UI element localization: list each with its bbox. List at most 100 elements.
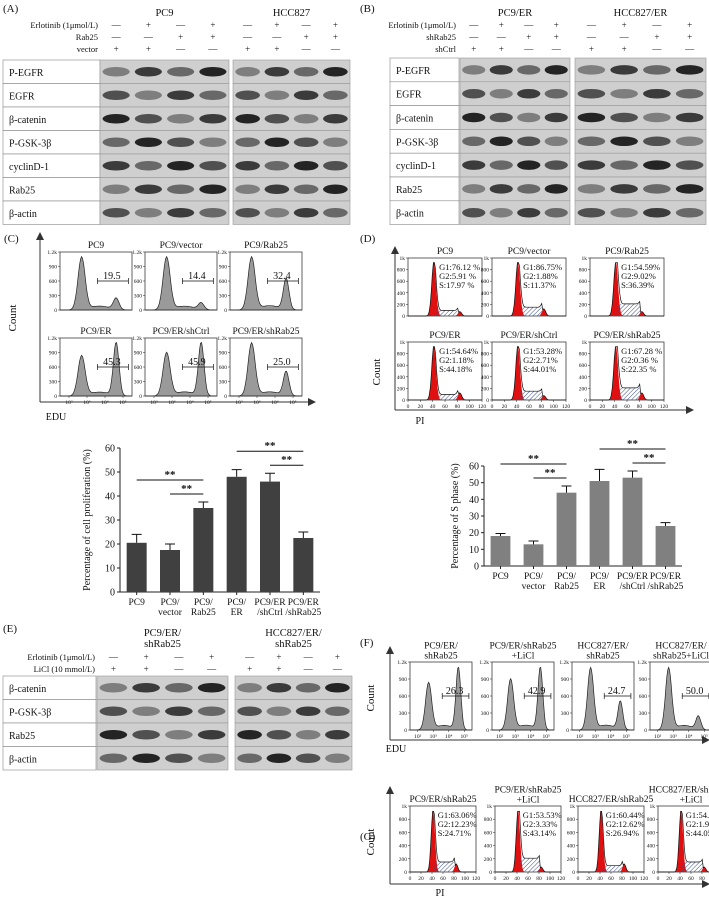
phase-stat: S:36.39% bbox=[621, 280, 654, 290]
y-tick-label: 800 bbox=[397, 352, 406, 358]
blot-band bbox=[264, 184, 290, 194]
x-tick-label: 10² bbox=[150, 400, 158, 406]
y-tick-label: 900 bbox=[481, 677, 490, 683]
error-bar bbox=[528, 540, 539, 545]
blot-band bbox=[325, 753, 350, 763]
y-tick-label: 600 bbox=[397, 279, 406, 285]
blot-band bbox=[264, 67, 290, 77]
y-tick-label: 400 bbox=[647, 844, 656, 850]
blot-band bbox=[643, 207, 671, 218]
blot-band bbox=[199, 137, 227, 147]
row-label: Rab25 bbox=[9, 731, 35, 742]
blot-band bbox=[197, 753, 226, 763]
blot-strip bbox=[574, 200, 707, 225]
blot-band bbox=[167, 208, 195, 218]
x-tick-label: 0 bbox=[491, 404, 494, 410]
y-tick-label: 50 bbox=[469, 478, 479, 489]
y-tick-label: 0 bbox=[572, 870, 575, 876]
x-tick-label: 10⁵ bbox=[119, 400, 127, 406]
treatment-sign: — bbox=[175, 20, 186, 30]
blot-band bbox=[235, 208, 260, 218]
x-tick-label: 10³ bbox=[592, 734, 600, 740]
x-tick-label: PC9/ER bbox=[227, 598, 246, 618]
blot-band bbox=[235, 67, 260, 77]
x-tick-label: PC9/ER/shRab25 bbox=[285, 598, 321, 618]
significance-mark: ** bbox=[281, 454, 293, 466]
treatment-sign: — bbox=[111, 20, 122, 30]
y-tick-label: 1.2k bbox=[47, 250, 57, 256]
x-tick-label: 100 bbox=[629, 876, 638, 882]
blot-band bbox=[675, 160, 704, 170]
y-tick-label: 1.2k bbox=[479, 660, 489, 666]
x-tick-label: 100 bbox=[466, 404, 475, 410]
bar bbox=[589, 481, 610, 566]
blot-band bbox=[577, 88, 606, 99]
gate-value: 45.9 bbox=[188, 357, 206, 368]
gate-value: 19.5 bbox=[103, 271, 121, 282]
significance-mark: ** bbox=[265, 440, 277, 452]
plot-title: HCC827/ER/shRab25 bbox=[577, 642, 629, 662]
row-label: β-catenin bbox=[396, 114, 433, 125]
group-header: PC9 bbox=[155, 8, 173, 19]
blot-band bbox=[102, 67, 130, 77]
phase-stat: G2:12.23% bbox=[438, 819, 477, 829]
y-tick-label: 0 bbox=[402, 398, 405, 404]
blot-band bbox=[577, 136, 606, 147]
phase-stat: G1:53.28% bbox=[523, 346, 562, 356]
blot-band bbox=[199, 90, 227, 100]
x-tick-label: 120 bbox=[640, 876, 649, 882]
y-tick-label: 900 bbox=[561, 677, 570, 683]
phase-stat: G1:63.06% bbox=[438, 810, 477, 820]
blot-band bbox=[643, 112, 671, 123]
x-tick-label: 10⁴ bbox=[445, 734, 453, 740]
x-tick-label: 60 bbox=[442, 404, 448, 410]
x-tick-label: 40 bbox=[597, 876, 603, 882]
plot-title: PC9/vector bbox=[508, 247, 552, 257]
treatment-sign: + bbox=[114, 44, 119, 54]
treatment-sign: + bbox=[333, 32, 338, 42]
axis-label: PI bbox=[436, 888, 445, 899]
x-tick-label: 10² bbox=[496, 734, 504, 740]
panel-label: (A) bbox=[3, 3, 19, 15]
phase-stat: S:44.18% bbox=[439, 364, 472, 374]
phase-stat: S:26.94% bbox=[606, 828, 639, 838]
blot-band bbox=[99, 753, 128, 763]
y-tick-label: 600 bbox=[49, 365, 58, 371]
error-bar bbox=[231, 469, 242, 477]
histogram bbox=[145, 255, 217, 311]
outline bbox=[492, 346, 566, 401]
x-tick-label: 20 bbox=[502, 404, 508, 410]
blot-band bbox=[167, 137, 195, 147]
blot-band bbox=[489, 160, 513, 170]
s-phase bbox=[410, 862, 476, 872]
phase-stat: S:17.97 % bbox=[439, 280, 474, 290]
y-tick-label: 60 bbox=[105, 444, 115, 455]
group-header: PC9/ER bbox=[498, 8, 532, 19]
blot-band bbox=[577, 160, 606, 170]
blot-band bbox=[295, 730, 321, 740]
phase-stat: G2:0.36 % bbox=[621, 355, 658, 365]
y-tick-label: 600 bbox=[219, 365, 228, 371]
x-tick-label: 60 bbox=[624, 404, 630, 410]
y-tick-label: 600 bbox=[219, 279, 228, 285]
blot-band bbox=[489, 184, 513, 194]
gate-value: 14.4 bbox=[188, 271, 206, 282]
phase-stat: G1:54.64% bbox=[439, 346, 478, 356]
phase-stat: G1:76.12 % bbox=[439, 262, 480, 272]
treatment-sign: + bbox=[245, 44, 250, 54]
row-label: P-GSK-3β bbox=[396, 137, 438, 148]
bar bbox=[260, 481, 280, 592]
y-axis-label: Percentage of S phase (%) bbox=[450, 463, 461, 569]
y-tick-label: 200 bbox=[399, 857, 408, 863]
histogram bbox=[60, 255, 132, 311]
y-tick-label: 50 bbox=[105, 468, 115, 479]
blot-band bbox=[323, 184, 348, 194]
row-label: β-actin bbox=[396, 209, 424, 220]
gate-value: 45.3 bbox=[103, 357, 121, 368]
row-label: β-catenin bbox=[9, 684, 46, 695]
s-phase bbox=[590, 387, 664, 400]
x-tick-label: 10³ bbox=[83, 400, 91, 406]
y-tick-label: 10 bbox=[105, 564, 115, 575]
y-tick-label: 200 bbox=[579, 386, 588, 392]
